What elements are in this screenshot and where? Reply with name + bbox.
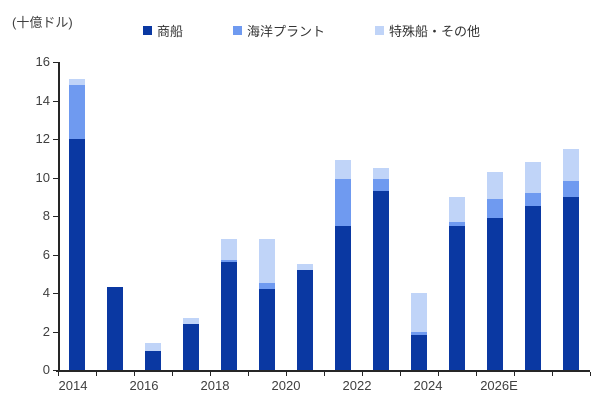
bar-segment-商船-2014	[69, 139, 85, 370]
y-tick	[53, 293, 58, 294]
x-tick	[438, 371, 439, 376]
bar-segment-海洋プラント-2025	[487, 198, 503, 218]
bar-segment-海洋プラント-2021	[335, 179, 351, 226]
bar-segment-特殊船・その他-2016	[145, 343, 161, 351]
y-axis-line	[58, 62, 60, 370]
x-axis-label-2014: 2014	[58, 378, 88, 393]
x-tick	[400, 371, 401, 376]
bar-segment-商船-2026E	[525, 206, 541, 370]
bar-segment-特殊船・その他-2027E	[563, 148, 579, 182]
x-axis-label-2020: 2020	[271, 378, 301, 393]
bar-segment-海洋プラント-2023	[411, 331, 427, 336]
y-tick	[53, 331, 58, 333]
y-tick-label: 4	[42, 285, 50, 300]
y-tick	[53, 370, 58, 371]
y-tick-label: 14	[35, 92, 50, 108]
bar-segment-特殊船・その他-2024	[449, 196, 465, 222]
x-tick	[286, 371, 287, 376]
bar-segment-商船-2027E	[563, 196, 579, 370]
y-tick-label: 12	[35, 131, 50, 146]
bar-segment-商船-2016	[145, 350, 161, 370]
x-tick	[210, 371, 211, 376]
bar-segment-商船-2019	[259, 289, 275, 370]
y-tick	[53, 254, 58, 256]
bar-segment-海洋プラント-2019	[259, 283, 275, 290]
legend-label: 海洋プラント	[247, 24, 326, 39]
bar-segment-特殊船・その他-2018	[221, 239, 237, 261]
x-axis-label-2024: 2024	[413, 378, 443, 393]
x-axis-line	[56, 370, 590, 372]
bar-segment-海洋プラント-2024	[449, 221, 465, 226]
bar-segment-特殊船・その他-2020	[297, 264, 313, 270]
legend-swatch-icon	[143, 26, 152, 35]
y-tick	[53, 139, 58, 140]
x-tick	[324, 371, 325, 376]
x-tick	[96, 371, 97, 376]
bar-segment-特殊船・その他-2022	[373, 167, 389, 180]
legend-item-special-ships-other: 特殊船・その他	[375, 21, 480, 40]
x-tick	[514, 371, 515, 376]
y-tick	[53, 100, 58, 102]
bar-segment-特殊船・その他-2014	[69, 79, 85, 86]
y-tick-label: 0	[42, 362, 50, 377]
y-tick-label: 10	[35, 169, 50, 185]
bar-segment-特殊船・その他-2021	[335, 160, 351, 180]
legend-label: 特殊船・その他	[389, 24, 481, 39]
bar-segment-海洋プラント-2027E	[563, 181, 579, 197]
bar-segment-商船-2020	[297, 269, 313, 370]
y-tick-label: 6	[42, 246, 50, 262]
y-tick-label: 8	[42, 208, 50, 223]
legend: 商船 海洋プラント 特殊船・その他	[143, 21, 480, 40]
x-axis-label-2022: 2022	[342, 378, 372, 393]
x-tick	[362, 371, 363, 376]
bar-segment-特殊船・その他-2023	[411, 293, 427, 332]
x-tick	[476, 371, 477, 376]
legend-swatch-icon	[375, 26, 385, 35]
bar-segment-海洋プラント-2014	[69, 85, 85, 139]
bar-segment-商船-2021	[335, 225, 351, 370]
legend-item-merchant-ships: 商船	[143, 21, 183, 40]
x-tick	[172, 371, 173, 376]
y-tick	[53, 62, 58, 63]
y-tick-label: 2	[42, 323, 50, 339]
bar-segment-商船-2023	[411, 335, 427, 370]
bar-segment-特殊船・その他-2025	[487, 171, 503, 199]
bar-segment-特殊船・その他-2026E	[525, 162, 541, 193]
bar-segment-商船-2015	[107, 287, 123, 370]
legend-item-offshore-plant: 海洋プラント	[233, 21, 325, 40]
x-axis-label-2026E: 2026E	[480, 378, 518, 393]
x-axis-label-2016: 2016	[129, 378, 159, 393]
bar-segment-海洋プラント-2022	[373, 179, 389, 191]
bar-segment-商船-2018	[221, 262, 237, 370]
bar-segment-海洋プラント-2018	[221, 260, 237, 263]
x-tick	[552, 371, 553, 376]
y-axis-unit-label: (十億ドル)	[12, 15, 73, 30]
x-tick	[590, 371, 591, 376]
x-tick	[134, 371, 135, 376]
legend-label: 商船	[157, 24, 184, 39]
bar-segment-商船-2025	[487, 217, 503, 370]
bar-segment-海洋プラント-2026E	[525, 192, 541, 207]
x-axis-label-2018: 2018	[200, 378, 230, 393]
y-tick	[53, 216, 58, 217]
bar-segment-特殊船・その他-2017	[183, 318, 199, 324]
bar-segment-商船-2024	[449, 225, 465, 370]
x-tick	[58, 371, 59, 376]
legend-swatch-icon	[233, 26, 243, 35]
y-tick	[53, 177, 58, 179]
bar-segment-特殊船・その他-2019	[259, 239, 275, 284]
y-tick-label: 16	[35, 54, 50, 69]
bar-segment-商船-2017	[183, 323, 199, 370]
x-tick	[248, 371, 249, 376]
bar-segment-商船-2022	[373, 190, 389, 370]
